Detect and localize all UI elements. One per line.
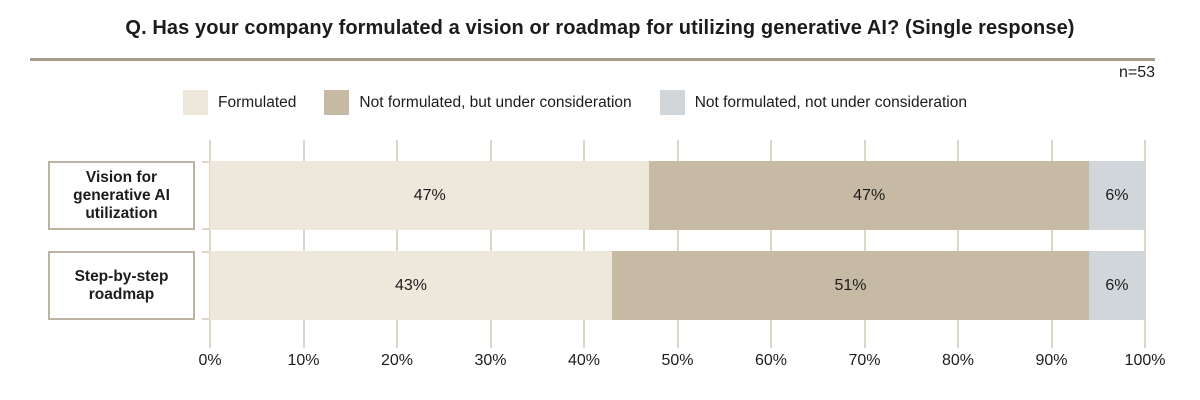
gridline	[209, 140, 211, 340]
x-axis-label: 40%	[567, 352, 601, 369]
bar-value-label: 6%	[1105, 276, 1129, 294]
category-label-line: utilization	[85, 204, 158, 222]
x-axis-tick	[1050, 340, 1053, 348]
x-axis-tick	[489, 340, 492, 348]
x-axis-label: 20%	[380, 352, 414, 369]
legend-label: Formulated	[218, 94, 297, 111]
bar-value-label: 43%	[395, 276, 428, 294]
gridline	[489, 140, 492, 340]
category-labels: Vision for generative AI utilization Step-b…	[0, 0, 210, 400]
legend: Formulated Not formulated, but under cons…	[183, 90, 967, 115]
category-label-line: Step-by-step	[74, 267, 169, 285]
legend-label: Not formulated, but under consideration	[359, 94, 632, 111]
x-axis-tick	[957, 340, 959, 348]
x-axis-tick	[302, 340, 305, 348]
category-label-box: Vision for generative AI utilization	[48, 161, 195, 230]
x-axis-label: 80%	[941, 352, 975, 369]
y-axis-tick	[202, 318, 210, 320]
legend-swatch-icon	[659, 90, 685, 115]
gridline	[1144, 140, 1146, 340]
bar-segment: 47%	[210, 161, 650, 230]
gridline	[770, 140, 772, 340]
plot-area: 0% 10% 20% 30% 40% 50% 60% 70% 80% 90% 100% 47% 47% 6…	[198, 140, 1165, 369]
gridline	[396, 140, 398, 340]
category-label-line: generative AI	[73, 186, 170, 204]
gridline	[957, 140, 959, 340]
x-axis-label: 100%	[1124, 352, 1166, 369]
x-axis-tick	[770, 340, 772, 348]
gridline	[676, 140, 679, 340]
x-axis-label: 10%	[287, 352, 320, 369]
bar-value-label: 51%	[834, 276, 867, 294]
bar-value-label: 6%	[1105, 186, 1129, 204]
category-label-line: roadmap	[88, 285, 155, 303]
bar-value-label: 47%	[413, 186, 446, 204]
legend-item: Not formulated, not under consideration	[659, 90, 967, 115]
gridline	[302, 140, 305, 340]
x-axis-tick	[863, 340, 866, 348]
gridline	[583, 140, 585, 340]
bar-value-label: 47%	[853, 186, 886, 204]
legend-label: Not formulated, not under consideration	[694, 94, 967, 111]
x-axis-tick	[676, 340, 679, 348]
x-axis-tick	[396, 340, 398, 348]
y-axis-tick	[202, 251, 210, 253]
title-divider	[30, 58, 1155, 61]
bar-segment: 6%	[1088, 161, 1145, 230]
y-axis-tick	[202, 228, 210, 230]
x-axis-label: 60%	[754, 352, 788, 369]
x-axis-tick	[583, 340, 585, 348]
bar-segment: 6%	[1088, 251, 1145, 320]
legend-swatch-icon	[324, 90, 350, 115]
x-axis-tick	[209, 340, 211, 348]
x-axis-tick	[1144, 340, 1146, 348]
bar-row: 43% 51% 6%	[210, 251, 1145, 320]
x-axis-label: 0%	[198, 352, 222, 369]
legend-item: Formulated	[183, 90, 296, 115]
bar-segment: 47%	[649, 161, 1089, 230]
y-axis-tick	[202, 161, 210, 163]
chart-title: Q. Has your company formulated a vision …	[125, 17, 1075, 39]
bar-row: 47% 47% 6%	[210, 161, 1145, 230]
category-label-line: Vision for	[85, 168, 158, 186]
bar-segment: 51%	[612, 251, 1089, 320]
gridline	[863, 140, 866, 340]
x-axis-label: 90%	[1035, 352, 1068, 369]
category-label-box: Step-by-step roadmap	[48, 251, 195, 320]
x-axis-label: 30%	[474, 352, 507, 369]
bar-segment: 43%	[210, 251, 613, 320]
sample-size-label: n=53	[1118, 64, 1155, 81]
gridline	[1050, 140, 1053, 340]
x-axis-label: 70%	[848, 352, 881, 369]
legend-swatch-icon	[183, 90, 208, 115]
x-axis-label: 50%	[661, 352, 694, 369]
legend-item: Not formulated, but under consideration	[324, 90, 632, 115]
